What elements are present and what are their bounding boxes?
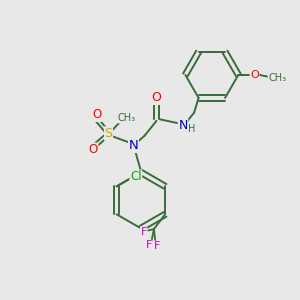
Text: O: O — [88, 143, 98, 156]
Text: Cl: Cl — [130, 170, 142, 183]
Text: F: F — [146, 240, 152, 250]
Text: S: S — [104, 127, 112, 140]
Text: CH₃: CH₃ — [268, 73, 286, 83]
Text: O: O — [152, 92, 161, 104]
Text: H: H — [188, 124, 195, 134]
Text: F: F — [154, 241, 160, 251]
Text: CH₃: CH₃ — [118, 113, 136, 123]
Text: O: O — [92, 108, 101, 122]
Text: N: N — [178, 119, 188, 132]
Text: F: F — [140, 227, 147, 237]
Text: N: N — [129, 140, 138, 152]
Text: O: O — [250, 70, 259, 80]
